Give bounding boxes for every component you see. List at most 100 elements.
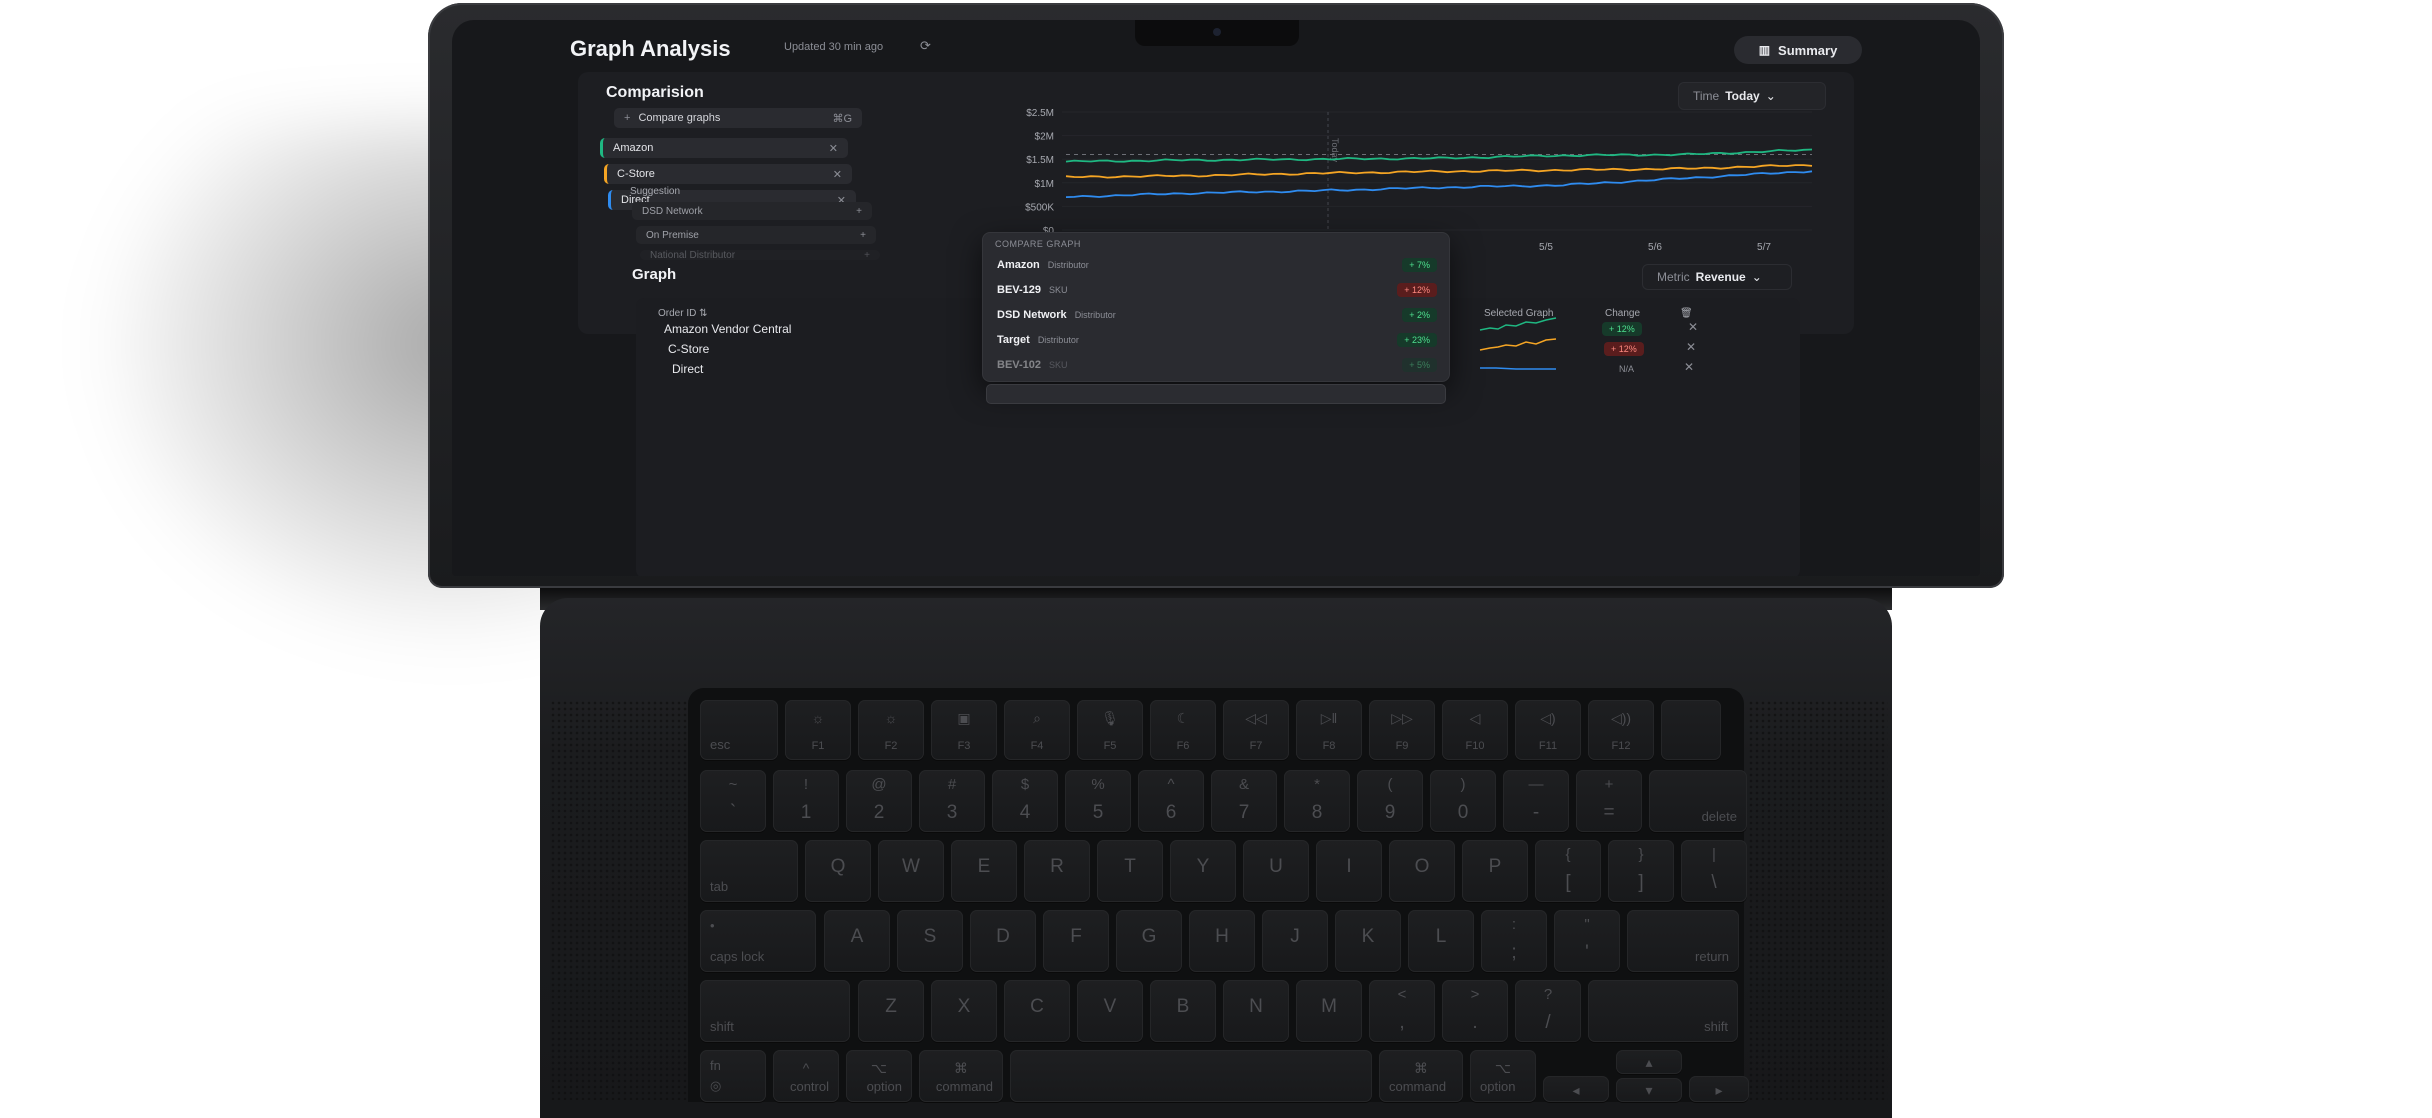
key-caps-lock[interactable]: • caps lock (700, 910, 816, 972)
key-q[interactable]: Q (805, 840, 871, 902)
popover-item[interactable]: DSD Network Distributor + 2% (997, 305, 1437, 325)
key-esc[interactable]: esc (700, 700, 778, 760)
key-x[interactable]: X (931, 980, 997, 1042)
key-=[interactable]: + = (1576, 770, 1642, 832)
key-`[interactable]: ~ ` (700, 770, 766, 832)
key-f11[interactable]: ◁) F11 (1515, 700, 1581, 760)
key-0[interactable]: ) 0 (1430, 770, 1496, 832)
close-icon[interactable]: ✕ (832, 168, 842, 181)
close-icon[interactable]: ✕ (1686, 340, 1697, 354)
key-8[interactable]: * 8 (1284, 770, 1350, 832)
suggestion-item[interactable]: DSD Network + (632, 202, 872, 220)
key-fn[interactable]: fn ◎ (700, 1050, 766, 1102)
key-5[interactable]: % 5 (1065, 770, 1131, 832)
key-t[interactable]: T (1097, 840, 1163, 902)
row-c-store[interactable]: C-Store (668, 342, 710, 356)
key-command-left[interactable]: ⌘ command (919, 1050, 1003, 1102)
column-order-id[interactable]: Order ID ⇅ (658, 308, 708, 319)
key-delete[interactable]: delete (1649, 770, 1747, 832)
popover-item[interactable]: BEV-102 SKU + 5% (997, 355, 1437, 375)
key-r[interactable]: R (1024, 840, 1090, 902)
key-control[interactable]: ^ control (773, 1050, 839, 1102)
key-f1[interactable]: ☼ F1 (785, 700, 851, 760)
key-o[interactable]: O (1389, 840, 1455, 902)
plus-icon[interactable]: + (860, 229, 866, 241)
close-icon[interactable]: ✕ (828, 142, 838, 155)
key-tab[interactable]: tab (700, 840, 798, 902)
row-amazon-vendor-central[interactable]: Amazon Vendor Central (664, 322, 792, 336)
key-a[interactable]: A (824, 910, 890, 972)
key-f7[interactable]: ◁◁ F7 (1223, 700, 1289, 760)
popover-item[interactable]: Target Distributor + 23% (997, 330, 1437, 350)
key-d[interactable]: D (970, 910, 1036, 972)
summary-button[interactable]: ▥ Summary (1734, 36, 1862, 64)
time-select[interactable]: Time Today ⌄ (1678, 82, 1826, 110)
series-item-amazon[interactable]: Amazon ✕ (600, 138, 848, 158)
key--[interactable]: — - (1503, 770, 1569, 832)
plus-icon[interactable]: + (864, 250, 870, 260)
popover-item[interactable]: Amazon Distributor + 7% (997, 255, 1437, 275)
key-i[interactable]: I (1316, 840, 1382, 902)
key-g[interactable]: G (1116, 910, 1182, 972)
key-w[interactable]: W (878, 840, 944, 902)
key-v[interactable]: V (1077, 980, 1143, 1042)
key-n[interactable]: N (1223, 980, 1289, 1042)
key-punct[interactable]: >. (1442, 980, 1508, 1042)
key-f2[interactable]: ☼ F2 (858, 700, 924, 760)
key-9[interactable]: (9 (1357, 770, 1423, 832)
suggestion-item[interactable]: On Premise + (636, 226, 876, 244)
key-6[interactable]: ^ 6 (1138, 770, 1204, 832)
key-7[interactable]: & 7 (1211, 770, 1277, 832)
key-arrow-down[interactable]: ▾ (1616, 1078, 1682, 1102)
key-shift-left[interactable]: shift (700, 980, 850, 1042)
key-punct[interactable]: " ' (1554, 910, 1620, 972)
key-s[interactable]: S (897, 910, 963, 972)
compare-graphs-button[interactable]: + Compare graphs ⌘G (614, 108, 862, 128)
key-f4[interactable]: ⌕ F4 (1004, 700, 1070, 760)
key-f5[interactable]: 🎙 F5 (1077, 700, 1143, 760)
close-icon[interactable]: ✕ (1688, 320, 1699, 334)
key-p[interactable]: P (1462, 840, 1528, 902)
key-j[interactable]: J (1262, 910, 1328, 972)
key-b[interactable]: B (1150, 980, 1216, 1042)
key-f[interactable]: F (1043, 910, 1109, 972)
key-punct[interactable]: <, (1369, 980, 1435, 1042)
popover-item[interactable]: BEV-129 SKU + 12% (997, 280, 1437, 300)
key-arrow-left[interactable]: ◂ (1543, 1076, 1609, 1102)
key-bracket[interactable]: | \ (1681, 840, 1747, 902)
metric-select[interactable]: Metric Revenue ⌄ (1642, 264, 1792, 290)
key-u[interactable]: U (1243, 840, 1309, 902)
key-z[interactable]: Z (858, 980, 924, 1042)
plus-icon[interactable]: + (856, 205, 862, 217)
key-shift-right[interactable]: shift (1588, 980, 1738, 1042)
trash-icon[interactable]: 🗑 (1680, 308, 1693, 319)
key-3[interactable]: #3 (919, 770, 985, 832)
close-icon[interactable]: ✕ (836, 194, 846, 207)
key-option-right[interactable]: ⌥ option (1470, 1050, 1536, 1102)
key-2[interactable]: @2 (846, 770, 912, 832)
key-punct[interactable]: ? / (1515, 980, 1581, 1042)
key-e[interactable]: E (951, 840, 1017, 902)
key-f3[interactable]: ▣ F3 (931, 700, 997, 760)
key-punct[interactable]: :; (1481, 910, 1547, 972)
key-bracket[interactable]: }] (1608, 840, 1674, 902)
key-command-right[interactable]: ⌘ command (1379, 1050, 1463, 1102)
key-h[interactable]: H (1189, 910, 1255, 972)
key-y[interactable]: Y (1170, 840, 1236, 902)
key-k[interactable]: K (1335, 910, 1401, 972)
suggestion-item[interactable]: National Distributor + (640, 250, 880, 260)
key-space[interactable] (1010, 1050, 1372, 1102)
key-arrow-right[interactable]: ▸ (1689, 1076, 1749, 1102)
key-bracket[interactable]: {[ (1535, 840, 1601, 902)
key-1[interactable]: ! 1 (773, 770, 839, 832)
key-f12[interactable]: ◁)) F12 (1588, 700, 1654, 760)
touch-id-key[interactable] (1661, 700, 1721, 760)
key-c[interactable]: C (1004, 980, 1070, 1042)
refresh-icon[interactable]: ⟳ (920, 38, 931, 53)
popover-search-input[interactable] (986, 384, 1446, 404)
key-m[interactable]: M (1296, 980, 1362, 1042)
row-direct[interactable]: Direct (672, 362, 704, 376)
key-f8[interactable]: ▷‖ F8 (1296, 700, 1362, 760)
key-arrow-up[interactable]: ▴ (1616, 1050, 1682, 1074)
close-icon[interactable]: ✕ (1684, 360, 1695, 374)
